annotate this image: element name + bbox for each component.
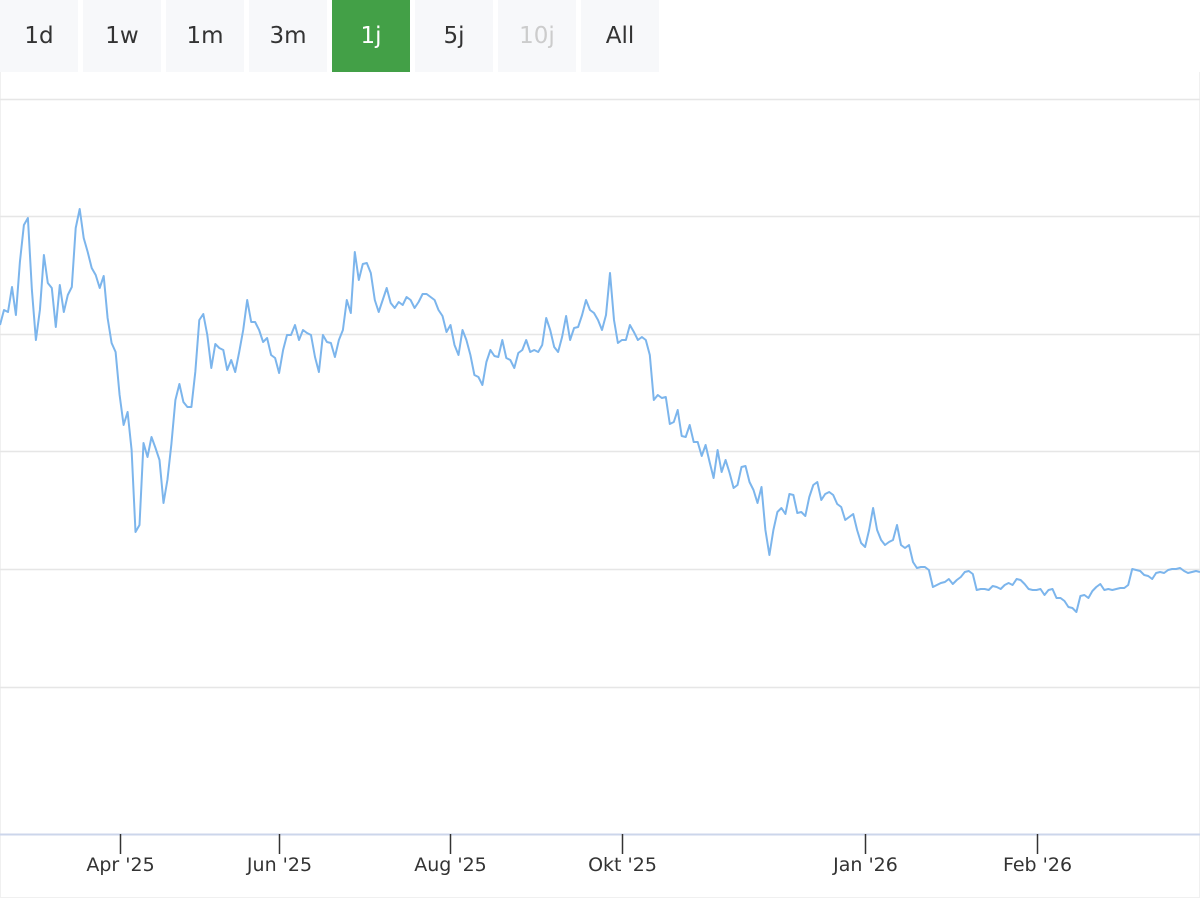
range-button-10j: 10j bbox=[498, 0, 576, 72]
range-button-1d[interactable]: 1d bbox=[0, 0, 78, 72]
range-button-1j[interactable]: 1j bbox=[332, 0, 410, 72]
x-tick-label: Jun '25 bbox=[246, 854, 312, 876]
x-tick-label: Aug '25 bbox=[414, 854, 487, 876]
x-tick-label: Okt '25 bbox=[588, 854, 657, 876]
range-button-1w[interactable]: 1w bbox=[83, 0, 161, 72]
range-button-5j[interactable]: 5j bbox=[415, 0, 493, 72]
price-series-line bbox=[0, 208, 1200, 613]
x-tick-label: Jan '26 bbox=[832, 854, 898, 876]
range-button-all[interactable]: All bbox=[581, 0, 659, 72]
range-button-3m[interactable]: 3m bbox=[249, 0, 327, 72]
range-selector: 1d 1w 1m 3m 1j 5j 10j All bbox=[0, 0, 659, 72]
x-tick-label: Apr '25 bbox=[86, 854, 154, 876]
range-button-1m[interactable]: 1m bbox=[166, 0, 244, 72]
x-tick-label: Feb '26 bbox=[1003, 854, 1072, 876]
